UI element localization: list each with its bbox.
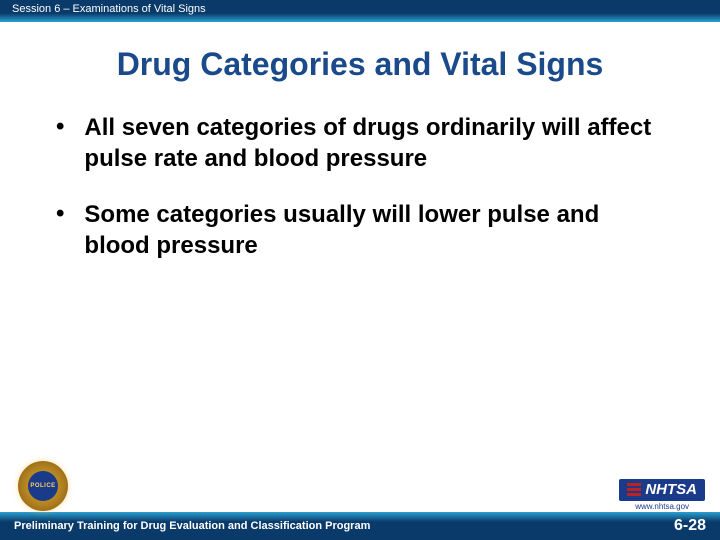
footer-bar: Preliminary Training for Drug Evaluation…	[0, 512, 720, 540]
badge-inner-label: POLICE	[28, 471, 58, 501]
police-badge-logo: POLICE	[18, 461, 68, 511]
nhtsa-stripes-icon	[627, 483, 641, 496]
bullet-text: Some categories usually will lower pulse…	[84, 200, 664, 261]
bullet-item: • All seven categories of drugs ordinari…	[56, 113, 664, 174]
session-text: Session 6 – Examinations of Vital Signs	[12, 3, 206, 15]
content-area: • All seven categories of drugs ordinari…	[0, 95, 720, 262]
bullet-dot: •	[56, 200, 64, 261]
bullet-item: • Some categories usually will lower pul…	[56, 200, 664, 261]
nhtsa-logo-box: NHTSA www.nhtsa.gov	[619, 479, 705, 511]
nhtsa-url: www.nhtsa.gov	[619, 502, 705, 511]
nhtsa-logo: NHTSA	[619, 479, 705, 501]
page-title: Drug Categories and Vital Signs	[36, 46, 684, 83]
logo-row: POLICE NHTSA www.nhtsa.gov	[0, 450, 720, 512]
nhtsa-text: NHTSA	[645, 481, 697, 498]
bullet-text: All seven categories of drugs ordinarily…	[84, 113, 664, 174]
bullet-dot: •	[56, 113, 64, 174]
badge-outer-ring: POLICE	[18, 461, 68, 511]
page-number: 6-28	[674, 517, 706, 535]
footer-wrap: POLICE NHTSA www.nhtsa.gov Preliminary T…	[0, 450, 720, 540]
footer-program-text: Preliminary Training for Drug Evaluation…	[14, 520, 370, 532]
header-bar: Session 6 – Examinations of Vital Signs	[0, 0, 720, 22]
title-area: Drug Categories and Vital Signs	[0, 22, 720, 95]
